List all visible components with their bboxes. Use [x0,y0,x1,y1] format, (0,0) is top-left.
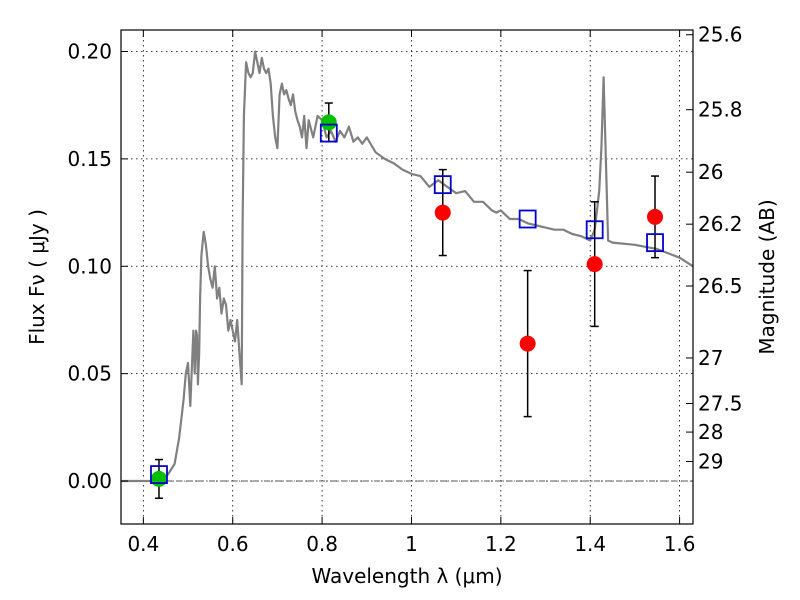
x-tick-label: 1.2 [485,532,517,556]
y2-axis-title: Magnitude (AB) [755,199,779,354]
y2-tick-label: 26 [698,160,723,184]
model-spectrum-layer [121,50,694,483]
y-tick-label: 0.15 [67,147,112,171]
model-flux-square [433,175,452,195]
x-tick-label: 0.4 [127,532,159,556]
plot-frame [120,29,694,525]
data-point [434,204,451,221]
y2-tick-label: 27.5 [698,392,743,416]
model-flux-square [150,465,168,485]
model-flux-square [585,220,604,240]
x-axis-title: Wavelength λ (μm) [311,564,502,588]
y2-tick-label: 28 [698,420,723,444]
y2-tick-label: 26.2 [698,212,743,236]
y2-tick-label: 29 [698,449,723,473]
model-spectrum-line [121,50,694,483]
y-tick-label: 0.20 [67,39,112,63]
x-tick-label: 0.8 [306,532,338,556]
model-flux-square [518,209,537,229]
x-tick-label: 1.4 [574,532,606,556]
data-point [647,208,664,225]
model-flux-square [319,123,338,143]
y-tick-label: 0.05 [67,362,112,386]
photometry-points-layer [150,102,664,499]
data-point [150,470,167,487]
x-tick-label: 1 [405,532,418,556]
x-tick-label: 0.6 [217,532,249,556]
data-point [320,114,337,131]
y2-tick-label: 25.6 [698,23,743,47]
y-axis-title: Flux Fν ( μJy ) [25,209,49,345]
data-point [519,335,536,352]
y-tick-label: 0.10 [67,254,112,278]
axis-ticks: 0.4 0.6 0.8 1 1.2 1.4 1.6 0.00 0.05 0.10 0.15 0.20 2… [67,23,742,556]
y2-tick-label: 25.8 [698,98,743,122]
y-tick-label: 0.00 [67,469,112,493]
x-tick-label: 1.6 [664,532,696,556]
grid [121,30,693,524]
y2-tick-label: 26.5 [698,274,743,298]
model-flux-square [646,233,664,253]
y2-tick-label: 27 [698,346,723,370]
data-point [586,256,603,273]
